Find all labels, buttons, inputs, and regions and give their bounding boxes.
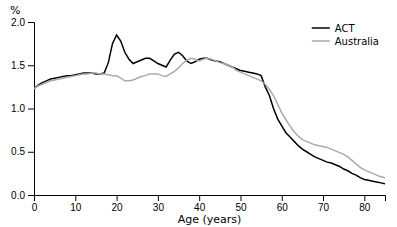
tick-label: 1.0 <box>11 103 25 114</box>
tick-label: 80 <box>359 202 371 213</box>
tick-mark <box>117 195 118 201</box>
tick: 20 <box>112 195 124 213</box>
tick: 80 <box>359 195 371 213</box>
tick-mark <box>28 22 34 23</box>
tick: 50 <box>235 195 247 213</box>
tick-label: 0.5 <box>11 146 25 157</box>
tick-label: 0.0 <box>11 190 25 201</box>
tick: 10 <box>70 195 82 213</box>
plot-area <box>34 35 385 184</box>
chart: 0 10 20 30 40 50 60 70 80 0.0 0.5 1.0 1.5 2.0 Age (yea… <box>0 0 397 227</box>
tick: 0 <box>32 195 38 213</box>
tick: 1.5 <box>11 60 34 71</box>
legend-swatch <box>312 40 330 42</box>
x-axis: 0 10 20 30 40 50 60 70 80 <box>32 195 386 213</box>
tick-label: 50 <box>235 202 247 213</box>
y-axis: 0.0 0.5 1.0 1.5 2.0 <box>11 17 34 201</box>
tick: 2.0 <box>11 17 34 28</box>
tick-mark <box>240 195 241 201</box>
legend-item: Australia <box>312 36 379 47</box>
tick-mark <box>75 195 76 201</box>
series-line <box>34 58 385 177</box>
x-axis-line <box>35 196 386 202</box>
tick: 0.5 <box>11 146 34 157</box>
tick: 1.0 <box>11 103 34 114</box>
legend-item: ACT <box>312 23 356 34</box>
tick-mark <box>364 195 365 201</box>
legend-label: Australia <box>335 36 379 47</box>
tick: 30 <box>153 195 165 213</box>
tick-mark <box>158 195 159 201</box>
tick-mark <box>28 65 34 66</box>
tick: 0.0 <box>11 190 34 201</box>
tick-label: 30 <box>153 202 165 213</box>
y-axis-title: % <box>10 4 20 17</box>
tick-label: 2.0 <box>11 17 25 28</box>
tick-label: 70 <box>318 202 330 213</box>
tick-label: 40 <box>194 202 206 213</box>
tick-label: 20 <box>112 202 124 213</box>
tick: 60 <box>277 195 289 213</box>
tick-label: 0 <box>32 202 38 213</box>
legend-swatch <box>312 27 330 29</box>
legend: ACT Australia <box>312 23 379 47</box>
tick: 70 <box>318 195 330 213</box>
tick-mark <box>28 109 34 110</box>
x-axis-title: Age (years) <box>178 213 242 226</box>
legend-label: ACT <box>335 23 356 34</box>
tick-mark <box>28 195 34 196</box>
tick-label: 1.5 <box>11 60 25 71</box>
tick-mark <box>199 195 200 201</box>
tick-mark <box>323 195 324 201</box>
tick-label: 10 <box>70 202 82 213</box>
tick-label: 60 <box>277 202 289 213</box>
tick-mark <box>28 152 34 153</box>
tick: 40 <box>194 195 206 213</box>
tick-mark <box>282 195 283 201</box>
series-line <box>34 35 385 184</box>
y-axis-line <box>28 23 35 196</box>
